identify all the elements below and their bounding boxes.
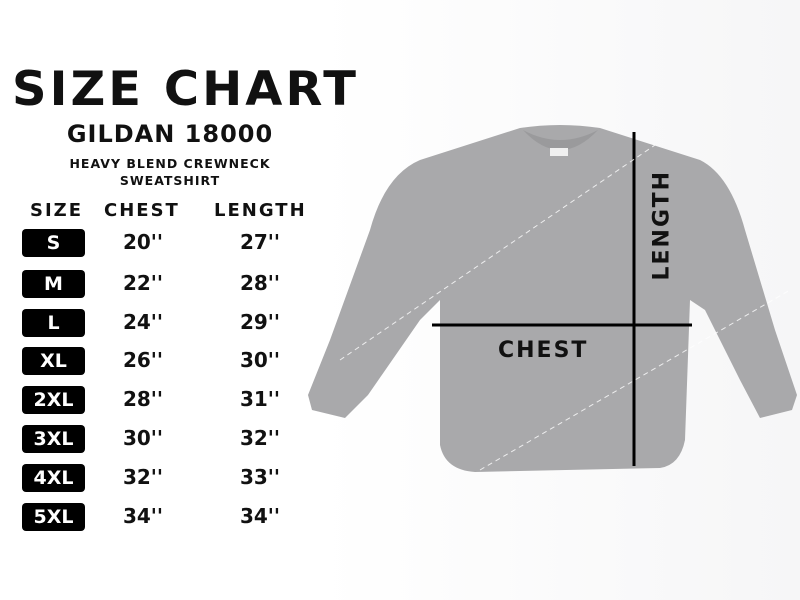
size-badge: 4XL <box>22 464 85 492</box>
chest-value: 22'' <box>122 271 164 295</box>
chest-value: 28'' <box>122 387 164 411</box>
size-badge: 3XL <box>22 425 85 453</box>
chest-value: 30'' <box>122 426 164 450</box>
page-title: SIZE CHART <box>12 62 360 117</box>
size-badge: S <box>22 229 85 257</box>
neck-label <box>550 148 568 156</box>
size-badge: 2XL <box>22 386 85 414</box>
length-value: 28'' <box>239 271 281 295</box>
length-value: 32'' <box>239 426 281 450</box>
header-length: LENGTH <box>214 200 307 221</box>
size-badge: L <box>22 309 85 337</box>
chest-value: 20'' <box>122 230 164 254</box>
chest-value: 32'' <box>122 465 164 489</box>
collar-shape <box>523 130 598 150</box>
length-value: 27'' <box>239 230 281 254</box>
description-line-1: HEAVY BLEND CREWNECK <box>69 156 271 171</box>
size-badge: 5XL <box>22 503 85 531</box>
chest-value: 34'' <box>122 504 164 528</box>
length-value: 30'' <box>239 348 281 372</box>
chest-measure-label: CHEST <box>498 338 589 363</box>
length-measure-label: LENGTH <box>649 169 675 281</box>
size-badge: M <box>22 270 85 298</box>
header-chest: CHEST <box>104 200 180 221</box>
chest-value: 24'' <box>122 310 164 334</box>
length-value: 29'' <box>239 310 281 334</box>
size-badge: XL <box>22 347 85 375</box>
description-line-2: SWEATSHIRT <box>119 173 221 188</box>
model-name: GILDAN 18000 <box>66 120 274 148</box>
length-value: 34'' <box>239 504 281 528</box>
sweatshirt-shape <box>308 125 797 472</box>
length-value: 31'' <box>239 387 281 411</box>
chest-value: 26'' <box>122 348 164 372</box>
header-size: SIZE <box>30 200 84 221</box>
length-value: 33'' <box>239 465 281 489</box>
